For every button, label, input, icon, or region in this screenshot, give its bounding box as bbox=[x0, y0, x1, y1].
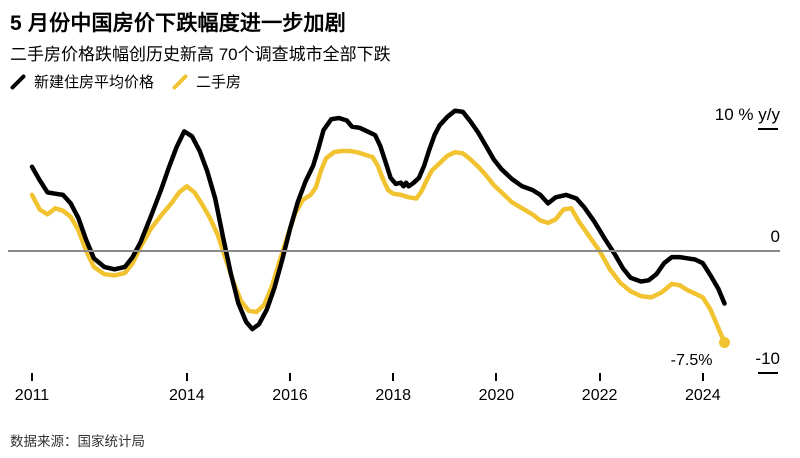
slash-icon bbox=[10, 74, 26, 89]
series-end-dot bbox=[719, 337, 730, 348]
x-axis-tick bbox=[392, 373, 395, 381]
series-line-新建住房平均价格 bbox=[29, 108, 727, 332]
x-axis-label: 2018 bbox=[375, 387, 411, 404]
legend-label: 新建住房平均价格 bbox=[34, 74, 155, 91]
y-axis-label: 0 bbox=[770, 227, 780, 246]
zero-line bbox=[8, 250, 780, 252]
series-line-二手房 bbox=[29, 148, 727, 345]
x-axis-tick bbox=[495, 373, 498, 381]
x-axis-tick bbox=[701, 373, 704, 381]
y-axis-label: -10 bbox=[755, 349, 780, 368]
x-axis-tick bbox=[598, 373, 601, 381]
x-axis-label: 2024 bbox=[685, 387, 721, 404]
y-axis-label: 10 % y/y bbox=[714, 105, 780, 124]
chart-subtitle: 二手房价格跌幅创历史新高 70个调查城市全部下跌 bbox=[10, 45, 391, 64]
x-axis-label: 2016 bbox=[272, 387, 308, 404]
value-annotation: -7.5% bbox=[670, 351, 713, 369]
legend-label: 二手房 bbox=[196, 74, 242, 91]
legend-item: 新建住房平均价格 bbox=[10, 71, 154, 92]
y-axis-tick bbox=[758, 127, 778, 131]
x-axis-label: 2014 bbox=[169, 387, 205, 404]
slash-icon bbox=[172, 74, 188, 89]
x-axis-label: 2020 bbox=[478, 387, 515, 404]
y-axis-tick bbox=[758, 371, 778, 375]
x-axis-tick bbox=[31, 373, 33, 381]
x-axis-tick bbox=[185, 373, 188, 381]
x-axis-tick bbox=[289, 373, 291, 381]
data-source: 数据来源：国家统计局 bbox=[10, 434, 145, 449]
legend-item: 二手房 bbox=[172, 71, 241, 92]
x-axis-label: 2022 bbox=[581, 387, 618, 404]
chart-legend: 新建住房平均价格 二手房 bbox=[10, 71, 241, 92]
x-axis-label: 2011 bbox=[14, 387, 50, 404]
chart-title: 5 月份中国房价下跌幅度进一步加剧 bbox=[10, 12, 346, 35]
